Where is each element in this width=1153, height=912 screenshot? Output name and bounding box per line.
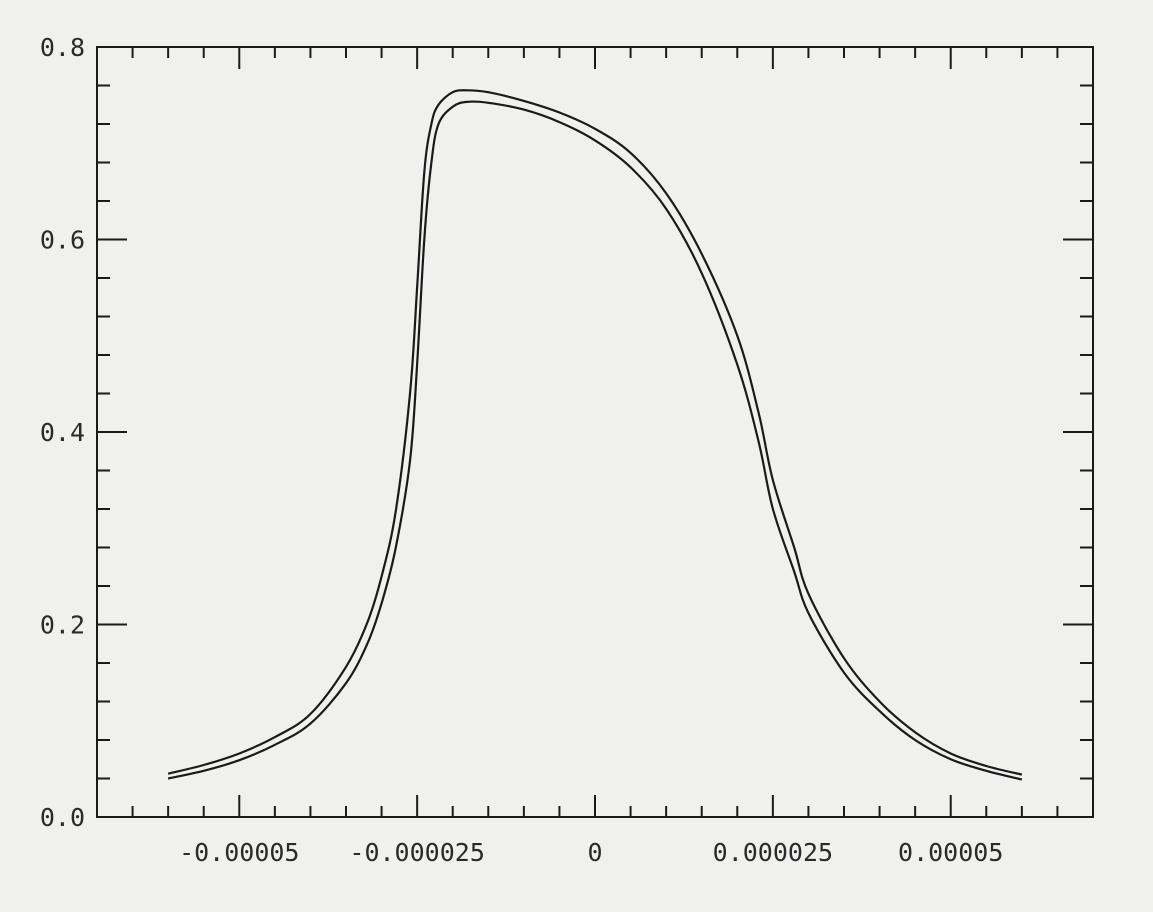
series-layer	[167, 89, 1023, 781]
x-tick-label: 0	[587, 838, 602, 867]
x-tick-label: 0.00005	[898, 838, 1003, 867]
series-line-1	[167, 89, 1023, 776]
x-tick-labels: -0.00005 -0.000025 0 0.000025 0.00005	[179, 838, 1003, 867]
x-tick-label: 0.000025	[713, 838, 833, 867]
y-tick-label: 0.8	[40, 33, 85, 62]
y-tick-labels: 0.0 0.2 0.4 0.6 0.8	[40, 33, 85, 832]
y-tick-label: 0.4	[40, 418, 85, 447]
y-tick-label: 0.6	[40, 226, 85, 255]
y-tick-label: 0.0	[40, 803, 85, 832]
series-line-2	[167, 100, 1023, 781]
plot-frame	[96, 46, 1094, 818]
axis-ticks	[96, 46, 1094, 818]
x-tick-label: -0.000025	[349, 838, 484, 867]
y-tick-label: 0.2	[40, 611, 85, 640]
x-tick-label: -0.00005	[179, 838, 299, 867]
